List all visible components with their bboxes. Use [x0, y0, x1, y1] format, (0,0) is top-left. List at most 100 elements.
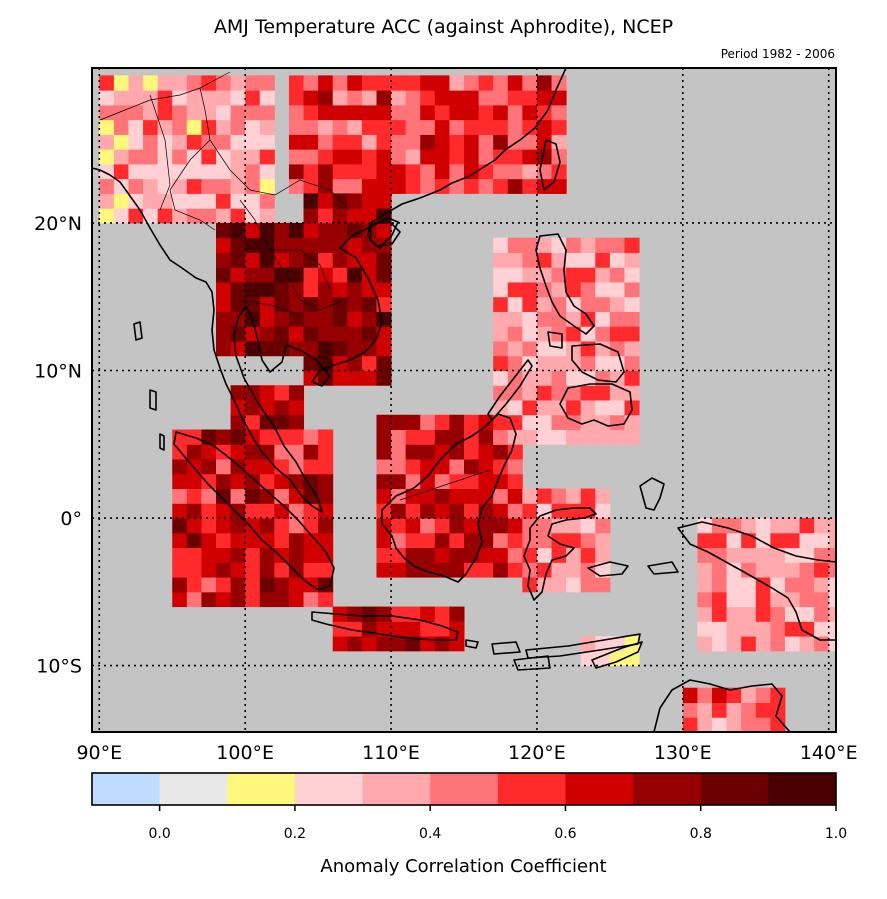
acc-cell	[595, 385, 611, 401]
acc-cell	[216, 473, 232, 490]
acc-cell	[741, 606, 757, 622]
acc-cell	[420, 621, 436, 637]
acc-cell	[230, 90, 246, 106]
acc-cell	[828, 547, 836, 563]
colorbar-segment	[633, 773, 702, 805]
acc-cell	[274, 222, 290, 239]
acc-cell	[551, 577, 567, 593]
acc-cell	[799, 636, 815, 652]
acc-cell	[726, 606, 742, 622]
mainland-coastline	[92, 68, 567, 513]
acc-cell	[230, 444, 246, 460]
acc-cell	[799, 518, 815, 534]
acc-cell	[595, 488, 611, 504]
australia-coastline	[653, 679, 791, 732]
acc-cell	[216, 149, 232, 165]
acc-cell	[288, 562, 305, 578]
acc-cell	[332, 252, 348, 268]
acc-cell	[391, 104, 407, 121]
acc-cell	[493, 473, 509, 490]
acc-cell	[113, 104, 129, 121]
acc-cell	[376, 459, 392, 475]
acc-cell	[434, 444, 450, 460]
acc-cell	[449, 119, 465, 135]
acc-cell	[566, 252, 582, 268]
acc-cell	[318, 208, 334, 224]
acc-cell	[449, 134, 465, 150]
acc-cell	[361, 636, 377, 652]
acc-cell	[347, 237, 363, 253]
acc-cell	[566, 400, 582, 416]
acc-cell	[391, 444, 407, 460]
acc-cell	[405, 75, 421, 91]
acc-cell	[216, 488, 232, 504]
acc-cell	[245, 577, 261, 593]
acc-cell	[361, 606, 377, 622]
acc-cell	[697, 717, 713, 732]
colorbar-segment	[294, 773, 364, 805]
acc-cell	[274, 326, 290, 342]
acc-cell	[566, 532, 582, 549]
acc-cell	[507, 355, 523, 371]
acc-cell	[288, 591, 305, 608]
region-myanmar-yunnan	[99, 75, 275, 224]
acc-cell	[580, 385, 596, 401]
acc-cell	[113, 208, 129, 224]
acc-cell	[303, 296, 319, 312]
acc-cell	[288, 90, 305, 106]
colorbar-segment	[362, 773, 431, 805]
acc-cell	[551, 503, 567, 519]
acc-cell	[230, 473, 246, 490]
acc-cell	[595, 532, 611, 549]
acc-cell	[216, 340, 232, 357]
acc-cell	[434, 459, 450, 475]
acc-cell	[172, 208, 188, 224]
acc-cell	[595, 547, 611, 563]
hainan-coastline	[367, 221, 401, 247]
acc-cell	[609, 400, 625, 416]
acc-cell	[536, 503, 553, 519]
acc-cell	[303, 340, 319, 357]
acc-cell	[318, 326, 334, 342]
acc-cell	[230, 326, 246, 342]
acc-cell	[493, 547, 509, 563]
acc-cell	[478, 149, 494, 165]
acc-cell	[609, 355, 625, 371]
acc-cell	[624, 237, 640, 253]
acc-cell	[493, 252, 509, 268]
acc-cell	[303, 355, 319, 371]
acc-cell	[318, 178, 334, 194]
new-guinea-coastline	[677, 521, 836, 641]
acc-cell	[230, 591, 246, 608]
acc-cell	[303, 193, 319, 209]
acc-cell	[113, 149, 129, 165]
acc-cell	[493, 503, 509, 519]
acc-cell	[259, 473, 275, 490]
acc-cell	[507, 444, 523, 460]
acc-cell	[595, 503, 611, 519]
acc-cell	[245, 267, 261, 283]
acc-cell	[420, 518, 436, 534]
acc-cell	[507, 562, 523, 578]
acc-cell	[99, 119, 115, 135]
acc-cell	[288, 326, 305, 342]
acc-cell	[609, 296, 625, 312]
acc-cell	[376, 429, 392, 445]
acc-cell	[536, 400, 553, 416]
acc-cell	[274, 459, 290, 475]
acc-cell	[361, 326, 377, 342]
acc-cell	[624, 267, 640, 283]
acc-cell	[551, 488, 567, 504]
acc-cell	[434, 532, 450, 549]
acc-cell	[828, 562, 836, 578]
acc-cell	[580, 326, 596, 342]
acc-cell	[609, 311, 625, 327]
acc-cell	[143, 75, 159, 91]
acc-cell	[245, 562, 261, 578]
acc-cell	[551, 311, 567, 327]
acc-cell	[551, 340, 567, 357]
acc-cell	[376, 355, 392, 371]
acc-cell	[216, 193, 232, 209]
acc-cell	[814, 577, 830, 593]
acc-cell	[376, 163, 392, 180]
